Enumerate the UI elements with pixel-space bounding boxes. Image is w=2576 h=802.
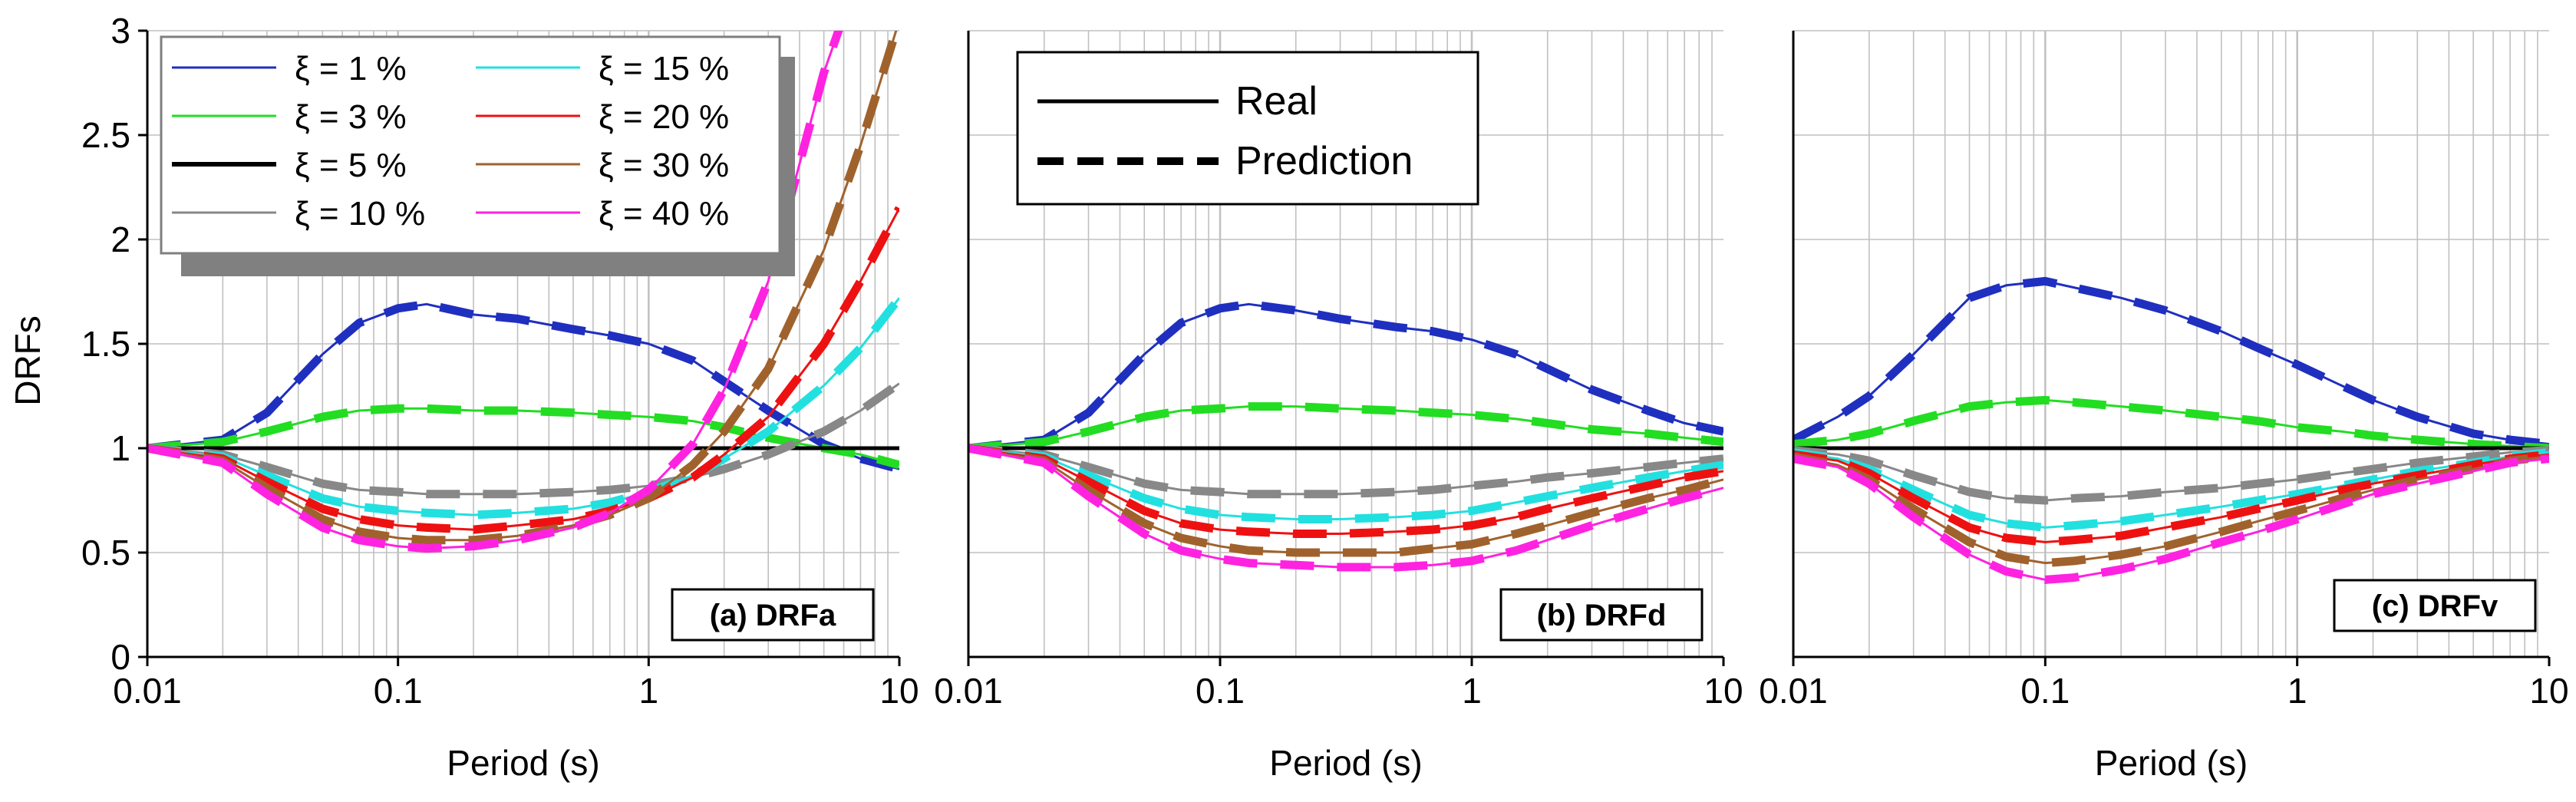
series-group [1793, 276, 2549, 584]
real-line-xi1 [968, 302, 1723, 450]
x-tick-label: 0.1 [1196, 671, 1245, 711]
x-tick-label: 1 [639, 671, 659, 711]
x-tick-label: 10 [2529, 671, 2568, 711]
real-line-xi15 [968, 447, 1723, 520]
x-tick-label: 0.1 [2020, 671, 2070, 711]
real-line-xi40 [968, 447, 1723, 569]
real-line-xi3 [147, 407, 899, 467]
x-tick-label: 10 [879, 671, 919, 711]
real-line-xi1 [147, 302, 899, 470]
legend-label-xi10: ξ = 10 % [295, 195, 425, 233]
real-line-xi3 [1793, 398, 2549, 450]
x-tick-label: 10 [1704, 671, 1743, 711]
legend-label-xi40: ξ = 40 % [599, 195, 729, 233]
real-line-xi20 [1793, 453, 2549, 543]
panel-label-box [2333, 579, 2537, 632]
legend-label-xi15: ξ = 15 % [599, 50, 729, 87]
panel-label-box [1499, 588, 1704, 642]
x-tick-label: 1 [1462, 671, 1482, 711]
real-line-xi3 [968, 405, 1723, 450]
y-tick-label: 1.5 [81, 324, 130, 364]
chart-panel-2: 0.01 0.1 1 10 Period (s) (b) DRFd [934, 30, 1743, 783]
x-axis-label: Period (s) [1269, 743, 1422, 783]
x-tick-label: 0.01 [113, 671, 182, 711]
x-tick-label: 1 [2287, 671, 2307, 711]
panel-label-box [671, 588, 875, 642]
real-line-xi20 [968, 447, 1723, 535]
x-tick-label: 0.01 [1759, 671, 1828, 711]
real-line-xi15 [147, 297, 899, 517]
real-line-xi10 [147, 382, 899, 496]
legend-label-xi30: ξ = 30 % [599, 147, 729, 184]
prediction-label: Prediction [1235, 139, 1413, 183]
legend-box [160, 35, 781, 255]
x-tick-label: 0.01 [934, 671, 1003, 711]
panel-label: (b) DRFd [1537, 599, 1667, 632]
real-line-xi10 [1793, 449, 2549, 502]
gridlines [1792, 30, 2549, 657]
style-legend: Real Prediction [1016, 51, 1479, 206]
y-tick-label: 2 [110, 219, 130, 259]
legend-label-xi20: ξ = 20 % [599, 98, 729, 136]
series-group [968, 299, 1723, 572]
real-line-xi30 [968, 447, 1723, 554]
y-axis-label: DRFs [8, 315, 48, 406]
x-tick-label: 0.1 [374, 671, 423, 711]
y-tick-label: 3 [110, 11, 130, 51]
y-tick-label: 0.5 [81, 533, 130, 573]
real-line-xi1 [1793, 279, 2549, 446]
y-tick-label: 1 [110, 428, 130, 468]
y-tick-label: 2.5 [81, 115, 130, 155]
y-tick-label: 0 [110, 637, 130, 677]
panels: 0.01 0.1 1 10 0 0.5 1 1.5 2 2.5 3 Period (s) (a) DRF… [81, 11, 2569, 783]
panel-label: (c) DRFv [2372, 589, 2498, 623]
legend-label-xi5: ξ = 5 % [295, 147, 407, 184]
legend-label-xi1: ξ = 1 % [295, 50, 407, 87]
style-legend-box [1016, 51, 1479, 206]
legend-label-xi3: ξ = 3 % [295, 98, 407, 136]
real-line-xi10 [968, 447, 1723, 496]
real-label: Real [1235, 79, 1318, 124]
x-axis-label: Period (s) [447, 743, 599, 783]
chart-panel-3: 0.01 0.1 1 10 Period (s) (c) DRFv [1759, 30, 2569, 783]
panel-label: (a) DRFa [710, 599, 836, 632]
real-line-xi40 [1793, 457, 2549, 581]
real-line-xi20 [147, 207, 899, 531]
damping-legend: ξ = 1 % ξ = 3 % ξ = 5 % ξ = 10 % ξ = 15 % ξ =… [160, 35, 795, 276]
real-line-xi30 [1793, 455, 2549, 565]
x-axis-label: Period (s) [2095, 743, 2248, 783]
